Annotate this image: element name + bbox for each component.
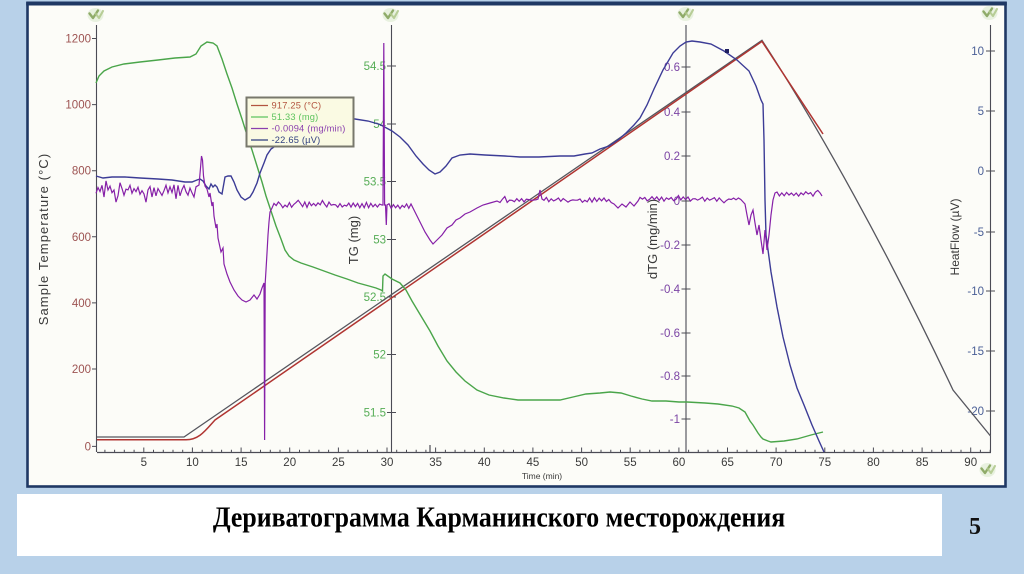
svg-text:-0.2: -0.2 [660,240,680,252]
svg-text:TG (mg): TG (mg) [346,216,361,264]
svg-text:54.5: 54.5 [364,61,386,73]
svg-text:5: 5 [969,514,981,540]
svg-text:400: 400 [72,298,91,310]
svg-text:600: 600 [72,232,91,244]
svg-text:85: 85 [916,457,929,469]
svg-text:5: 5 [978,106,984,118]
svg-text:0.2: 0.2 [664,151,680,163]
svg-text:200: 200 [72,364,91,376]
svg-text:0: 0 [978,166,984,178]
svg-text:90: 90 [964,457,977,469]
svg-text:35: 35 [429,457,442,469]
svg-text:10: 10 [186,457,199,469]
svg-text:Дериватограмма Карманинского м: Дериватограмма Карманинского месторожден… [213,501,785,533]
svg-text:45: 45 [527,457,540,469]
svg-text:-10: -10 [967,286,984,298]
svg-text:53.5: 53.5 [364,177,386,189]
svg-text:0.6: 0.6 [664,62,680,74]
svg-text:40: 40 [478,457,491,469]
svg-text:-22.65 (µV): -22.65 (µV) [272,135,321,145]
svg-text:-0.6: -0.6 [660,328,680,340]
svg-text:917.25 (°C): 917.25 (°C) [272,101,322,111]
svg-text:80: 80 [867,457,880,469]
svg-text:10: 10 [971,46,984,58]
svg-text:5: 5 [141,457,147,469]
svg-text:-15: -15 [967,346,984,358]
svg-text:0: 0 [674,196,680,208]
svg-text:1000: 1000 [65,100,91,112]
svg-text:50: 50 [575,457,588,469]
svg-text:-0.8: -0.8 [660,371,680,383]
svg-text:-20: -20 [967,406,984,418]
svg-text:15: 15 [235,457,248,469]
svg-text:Time (min): Time (min) [522,471,562,481]
svg-text:52: 52 [373,350,386,362]
svg-text:51.33 (mg): 51.33 (mg) [272,112,319,122]
svg-text:65: 65 [721,457,734,469]
svg-text:1200: 1200 [65,34,91,46]
svg-text:53: 53 [373,235,386,247]
svg-text:dTG (mg/min): dTG (mg/min) [645,199,660,279]
svg-text:800: 800 [72,166,91,178]
svg-text:0: 0 [85,441,91,453]
svg-text:-5: -5 [974,227,984,239]
svg-text:75: 75 [818,457,831,469]
svg-text:70: 70 [770,457,783,469]
svg-text:30: 30 [381,457,394,469]
svg-text:-0.0094 (mg/min): -0.0094 (mg/min) [272,124,346,134]
svg-text:55: 55 [624,457,637,469]
svg-text:Sample Temperature (°C): Sample Temperature (°C) [36,153,51,326]
svg-text:-1: -1 [670,414,680,426]
svg-text:52.5: 52.5 [364,292,386,304]
svg-text:60: 60 [673,457,686,469]
svg-text:51.5: 51.5 [364,408,386,420]
svg-text:-0.4: -0.4 [660,284,680,296]
svg-text:20: 20 [283,457,296,469]
svg-text:0.4: 0.4 [664,107,681,119]
svg-text:25: 25 [332,457,345,469]
svg-text:HeatFlow (µV): HeatFlow (µV) [948,199,962,276]
